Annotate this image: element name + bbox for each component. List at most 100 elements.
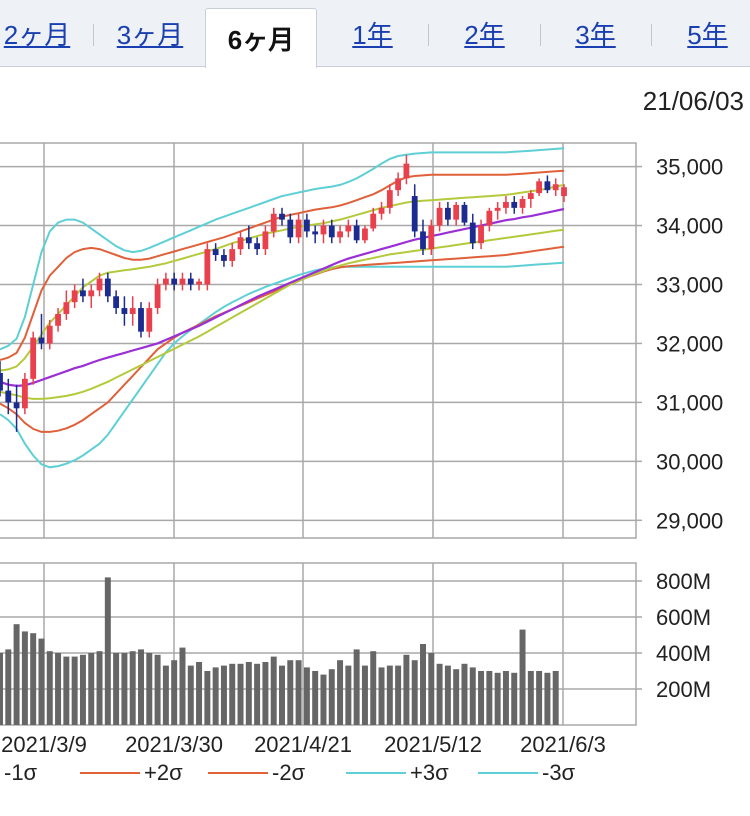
volume-bar [38,638,45,725]
candle-body [420,231,426,250]
period-tab-bar: 2ヶ月 3ヶ月 6ヶ月 1年 2年 3年 5年 [0,0,750,68]
candle-body [303,219,310,232]
volume-bar [162,665,169,725]
candle-body [436,207,443,226]
candle-body [411,196,418,232]
candle-body [561,187,567,197]
candle-body [0,372,3,391]
candle-body [544,181,551,191]
candle-body [552,184,559,191]
legend-item: -1σ [4,760,37,786]
volume-bar [312,671,319,725]
candle-body [295,219,302,238]
volume-bar [486,671,493,725]
volume-bar [378,667,385,725]
volume-bar [154,654,161,725]
volume-bar [345,665,352,725]
candle-body [262,231,269,250]
legend-label: -3σ [542,760,576,785]
tab-3-years[interactable]: 3年 [575,19,616,50]
volume-bar [287,660,294,725]
volume-bar [13,624,20,725]
volume-bars [0,577,559,725]
legend-swatch [80,772,140,774]
volume-bar [337,660,344,725]
volume-bar [386,665,393,725]
candle-body [13,402,20,409]
price-frame [0,142,637,539]
candle-body [63,302,70,314]
candle-body [461,204,468,223]
volume-bar [237,663,244,725]
band-plus-2-sigma [0,169,565,361]
candle-body [237,237,244,250]
legend-label: +2σ [144,760,183,785]
candle-body [154,284,161,309]
tab-6-months[interactable]: 6ヶ月 [205,8,317,68]
y-tick-label: 600M [656,605,711,630]
candle-body [121,308,128,314]
tab-separator [540,24,541,46]
tab-3-months[interactable]: 3ヶ月 [116,19,184,50]
candle-body [5,390,12,403]
candle-body [478,225,484,244]
candle-body [221,255,227,261]
volume-bar [428,653,435,725]
volume-bar [46,651,53,725]
volume-bar [229,663,236,725]
candle-body [312,231,319,235]
volume-bar [511,672,518,725]
candle-body [146,308,153,332]
volume-bar [187,665,194,725]
tab-1-year[interactable]: 1年 [352,19,393,50]
volume-bar [403,654,410,725]
candle-body [453,204,460,220]
volume-bar [129,651,136,725]
volume-bar [436,663,443,725]
legend-item: -2σ [208,760,305,786]
volume-bar [88,653,95,725]
volume-bar [113,653,120,725]
x-tick-label: 2021/6/3 [520,732,606,757]
volume-bar [502,671,509,725]
candle-body [21,378,28,409]
y-tick-label: 800M [656,569,711,594]
candle-body [30,337,37,379]
volume-bar [179,647,186,725]
volume-bar [478,671,485,725]
y-tick-label: 200M [656,677,711,702]
price-y-axis: 35,000 34,000 33,000 32,000 31,000 30,000 29,0… [636,155,723,533]
volume-bar [361,665,368,725]
volume-bar [519,629,526,725]
y-tick-label: 32,000 [656,331,723,356]
volume-bar [320,674,327,725]
y-tick-label: 31,000 [656,390,723,415]
volume-bar [79,654,86,725]
price-grid [0,142,637,539]
volume-bar [104,577,111,725]
tab-separator [93,24,94,46]
candle-body [229,249,236,261]
volume-bar [444,665,451,725]
volume-bar [30,633,37,725]
candle-body [204,249,211,285]
x-tick-label: 2021/3/30 [125,732,223,757]
legend-label: +3σ [410,760,449,785]
candle-body [320,225,327,235]
volume-bar [420,644,426,725]
chart-legend: -1σ +2σ -2σ +3σ -3σ [0,760,750,790]
volume-bar [411,660,418,725]
candle-body [254,243,261,250]
candle-body [279,213,285,220]
tab-2-months[interactable]: 2ヶ月 [3,19,71,50]
candle-body [71,290,78,303]
candle-body [370,213,377,229]
volume-bar [279,665,285,725]
legend-swatch [208,772,268,774]
candle-body [395,178,402,191]
stock-chart: 35,000 34,000 33,000 32,000 31,000 30,000 29,0… [0,142,723,757]
tab-2-years[interactable]: 2年 [464,19,505,50]
tab-5-years[interactable]: 5年 [687,19,728,50]
candle-body [104,278,111,297]
volume-bar [21,631,28,725]
